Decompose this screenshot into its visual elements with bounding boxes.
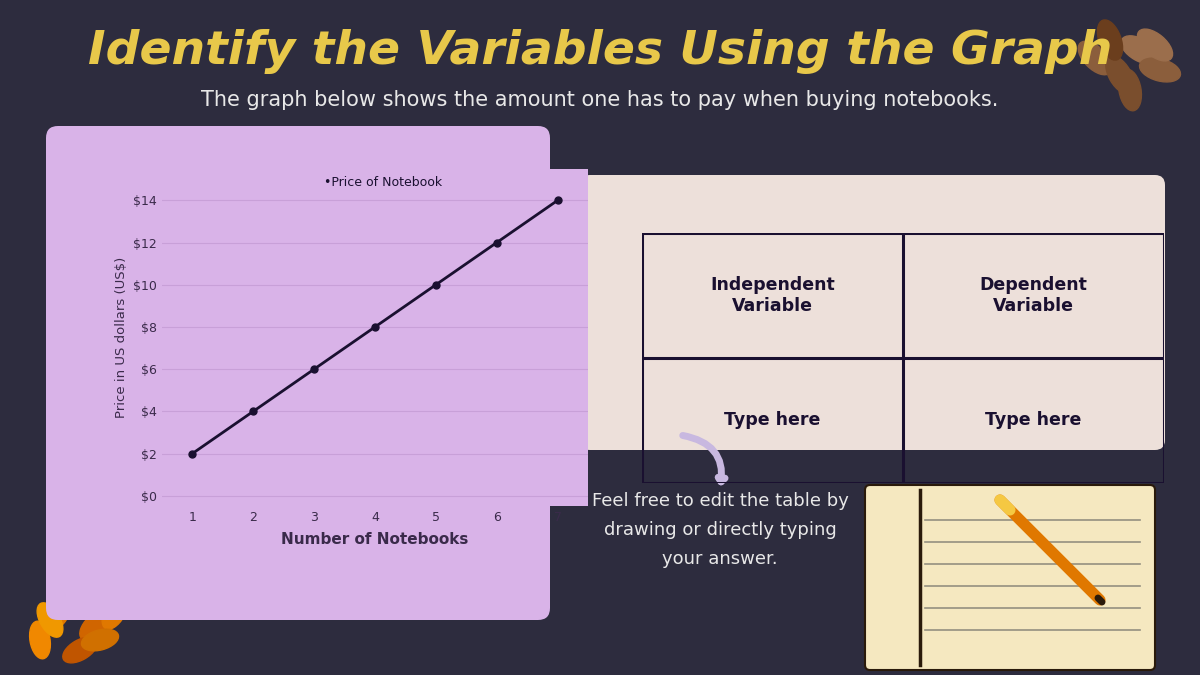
Ellipse shape xyxy=(1118,70,1141,111)
Ellipse shape xyxy=(102,595,128,629)
Ellipse shape xyxy=(48,592,72,628)
Ellipse shape xyxy=(30,621,50,659)
Ellipse shape xyxy=(1098,20,1122,60)
FancyBboxPatch shape xyxy=(580,175,1165,450)
Ellipse shape xyxy=(1121,36,1159,64)
Ellipse shape xyxy=(62,637,97,663)
Ellipse shape xyxy=(1138,29,1172,61)
Text: •Price of Notebook: •Price of Notebook xyxy=(324,176,442,188)
Text: The graph below shows the amount one has to pay when buying notebooks.: The graph below shows the amount one has… xyxy=(202,90,998,110)
FancyBboxPatch shape xyxy=(865,485,1154,670)
Text: Identify the Variables Using the Graph: Identify the Variables Using the Graph xyxy=(88,30,1112,74)
Ellipse shape xyxy=(1106,56,1134,94)
FancyBboxPatch shape xyxy=(46,126,550,620)
X-axis label: Number of Notebooks: Number of Notebooks xyxy=(281,533,469,547)
Text: Type here: Type here xyxy=(725,411,821,429)
Text: Dependent
Variable: Dependent Variable xyxy=(979,276,1087,315)
Ellipse shape xyxy=(37,603,62,637)
Text: Feel free to edit the table by
drawing or directly typing
your answer.: Feel free to edit the table by drawing o… xyxy=(592,492,848,568)
Ellipse shape xyxy=(80,610,110,640)
Y-axis label: Price in US dollars (US$): Price in US dollars (US$) xyxy=(115,257,127,418)
Ellipse shape xyxy=(1079,41,1111,75)
Ellipse shape xyxy=(1140,58,1181,82)
Text: Type here: Type here xyxy=(985,411,1081,429)
Ellipse shape xyxy=(82,629,119,651)
Text: Independent
Variable: Independent Variable xyxy=(710,276,835,315)
